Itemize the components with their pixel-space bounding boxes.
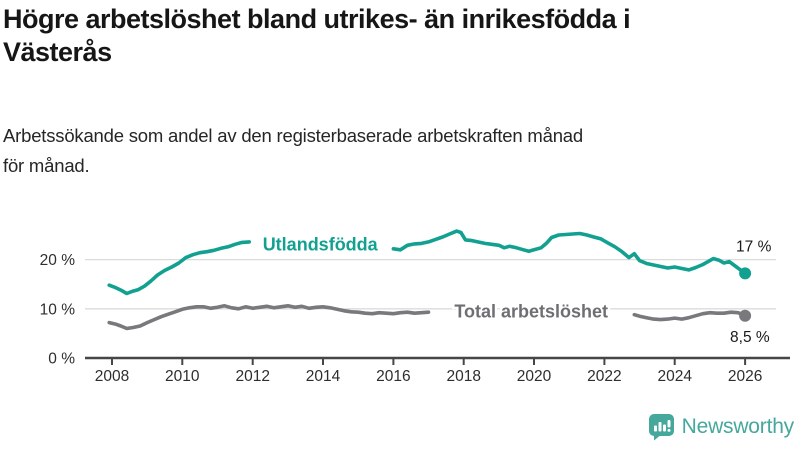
series-label-total: Total arbetslöshet	[454, 302, 608, 322]
end-value-label-utlandsfodda: 17 %	[736, 239, 772, 256]
series-line-utlandsfodda	[107, 240, 251, 296]
newsworthy-logo-icon	[648, 414, 674, 441]
brand-name: Newsworthy	[681, 415, 795, 438]
series-end-dot-total	[739, 309, 752, 322]
x-axis-tick-label: 2018	[446, 368, 480, 385]
x-axis-tick-label: 2022	[587, 368, 621, 385]
x-axis-tick-label: 2012	[235, 368, 269, 385]
series-line-utlandsfodda	[391, 229, 747, 276]
x-axis-tick-label: 2008	[95, 368, 129, 385]
page-title-line-1: Högre arbetslöshet bland utrikes- än inr…	[3, 4, 631, 34]
x-axis-tick-label: 2010	[165, 368, 200, 385]
line-chart: 0 % 10 % 20 % 2008 2010 2012 2014 2016 2018 2020 2…	[40, 229, 790, 385]
series-end-dot-utlandsfodda	[739, 267, 752, 280]
y-axis-tick-label: 20 %	[40, 252, 76, 269]
page-title-line-2: Västerås	[3, 37, 112, 67]
series-line-total	[107, 304, 431, 331]
x-axis-tick-label: 2020	[517, 368, 552, 385]
x-axis-tick-label: 2014	[306, 368, 341, 385]
series-label-utlandsfodda: Utlandsfödda	[263, 235, 379, 255]
chart-subtitle: Arbetssökande som andel av den registerb…	[3, 121, 797, 181]
y-axis-tick-label: 10 %	[40, 301, 76, 318]
x-axis-tick-label: 2016	[376, 368, 410, 385]
newsworthy-logo-link[interactable]: Newsworthy	[648, 413, 794, 441]
chart-subtitle-line-1: Arbetssökande som andel av den registerb…	[3, 125, 583, 146]
x-axis-tick-label: 2024	[657, 368, 692, 385]
x-axis-tick-label: 2026	[728, 368, 762, 385]
y-axis-tick-label: 0 %	[48, 351, 75, 368]
series-line-total	[632, 310, 747, 322]
chart-subtitle-line-2: för månad.	[3, 155, 90, 176]
page-title: Högre arbetslöshet bland utrikes- än inr…	[3, 3, 797, 69]
end-value-label-total: 8,5 %	[730, 329, 770, 346]
